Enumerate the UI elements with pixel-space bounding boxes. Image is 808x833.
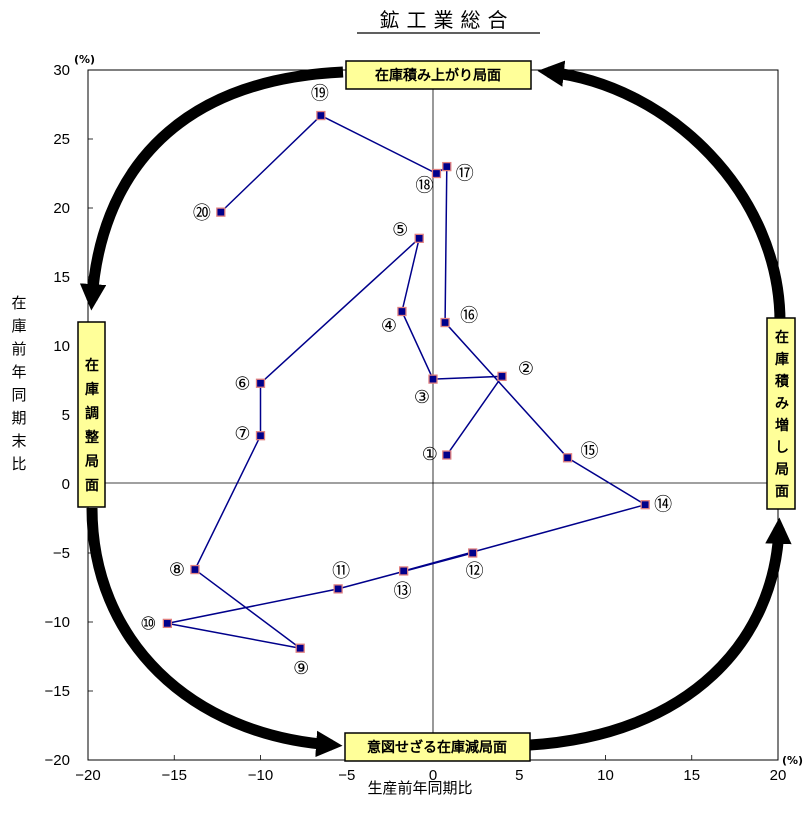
phase-right-label: 在庫積み増し局面 [774,329,790,500]
data-point-label: ④ [381,316,397,337]
data-point [333,584,343,594]
x-tick-label: 15 [683,767,700,784]
x-axis-label: 生産前年同期比 [367,779,472,797]
arrow-bottom-to-right [529,517,792,751]
data-point-label: ⑧ [169,560,185,581]
data-point [316,110,326,121]
phase-left-label: 在庫調整局面 [84,357,100,494]
data-point-label: ⑩ [140,613,156,634]
y-tick-label: 0 [62,476,70,493]
data-point [295,643,305,653]
data-point [440,317,450,328]
phase-left: 在庫調整局面 [77,321,106,508]
data-point-label: ⑱ [415,176,433,197]
phase-bottom-box [344,732,531,762]
data-point [162,618,173,629]
x-unit: (%) [782,754,803,767]
phase-top: 在庫積み上がり局面 [345,60,532,90]
data-point [255,431,266,441]
data-point [190,564,200,575]
arrow-right-to-top [537,60,786,323]
y-tick-label: −10 [45,614,70,631]
x-tick-label: 0 [429,767,437,784]
data-point [399,566,409,576]
data-point-label: ⑥ [234,373,250,394]
phase-right-box [766,317,796,510]
x-tick-label: −10 [248,767,273,784]
data-point [216,207,226,217]
data-point-label: ⑲ [311,84,329,105]
series-line [167,114,648,649]
y-tick-label: 15 [53,269,70,286]
data-point [255,378,266,388]
y-axis-label: 在庫前年同期末比 [11,294,26,473]
phase-left-box [77,321,106,508]
arrow-left-to-bottom [86,507,343,758]
data-point-label: ⑮ [581,441,599,462]
x-tick-label: −20 [75,767,100,784]
y-tick-label: −20 [45,752,70,769]
y-unit: (%) [74,53,95,66]
data-point [497,371,507,382]
y-tick-label: 20 [53,200,70,217]
data-point-label: ⑫ [466,561,484,582]
data-point-label: ⑪ [332,561,350,582]
x-tick-label: −15 [162,767,187,784]
y-tick-label: 5 [62,407,70,424]
data-point-label: ⑨ [293,658,309,679]
phase-right: 在庫積み増し局面 [766,317,796,510]
data-point-label: ⑬ [394,581,412,602]
phase-top-box [345,60,532,90]
phase-bottom: 意図せざる在庫減局面 [344,732,531,762]
x-tick-label: 20 [770,767,787,784]
data-point [428,374,438,384]
chart-title: 鉱工業総合 [380,8,515,32]
y-tick-label: 30 [53,62,70,79]
data-point-label: ⑤ [392,219,408,240]
y-tick-label: 25 [53,131,70,148]
data-point [442,450,452,460]
data-point-label: ② [518,358,534,379]
arrow-top-to-left [79,66,344,311]
data-point-label: ⑰ [456,164,474,185]
data-point-label: ③ [414,387,430,408]
data-point [431,168,442,179]
data-point-label: ⑭ [654,495,672,516]
y-tick-label: 10 [53,338,70,355]
data-point [640,500,650,510]
cycle-arrows [79,60,792,758]
y-tick-label: −15 [45,683,70,700]
phase-bottom-label: 意図せざる在庫減局面 [367,739,507,756]
data-point-label: ⑳ [193,203,211,224]
x-tick-label: 5 [515,767,523,784]
x-tick-label: 10 [597,767,614,784]
data-point [442,161,452,172]
data-point [397,306,407,317]
data-point [414,233,424,244]
data-point-label: ① [422,444,438,465]
y-tick-label: −5 [53,545,70,562]
data-point [468,548,478,558]
x-tick-label: −5 [338,767,355,784]
data-point [562,453,573,463]
data-point-label: ⑯ [460,306,478,327]
data-point-label: ⑦ [234,424,250,445]
phase-top-label: 在庫積み上がり局面 [375,67,501,84]
